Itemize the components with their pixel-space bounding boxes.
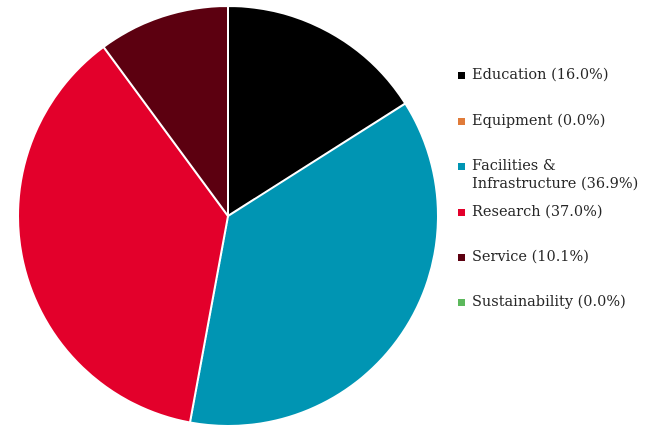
legend-swatch-education xyxy=(458,72,465,79)
legend-swatch-research xyxy=(458,209,465,216)
pie-slice-research xyxy=(17,45,229,424)
legend-item-equipment: Equipment (0.0%) xyxy=(458,112,662,130)
legend-swatch-facilities-infrastructure xyxy=(458,163,465,170)
legend-item-service: Service (10.1%) xyxy=(458,248,662,266)
legend-label-research: Research (37.0%) xyxy=(472,204,603,220)
pie-slice-service xyxy=(102,5,229,217)
legend-swatch-equipment xyxy=(458,118,465,125)
legend-swatch-service xyxy=(458,254,465,261)
legend-label-facilities-infrastructure: Facilities & Infrastructure (36.9%) xyxy=(472,158,639,192)
legend-swatch-sustainability xyxy=(458,299,465,306)
legend-label-education: Education (16.0%) xyxy=(472,67,609,83)
legend-item-education: Education (16.0%) xyxy=(458,66,662,84)
legend-label-equipment: Equipment (0.0%) xyxy=(472,113,606,129)
legend-label-sustainability: Sustainability (0.0%) xyxy=(472,294,626,310)
legend-item-sustainability: Sustainability (0.0%) xyxy=(458,293,662,311)
legend-item-research: Research (37.0%) xyxy=(458,203,662,221)
pie-slice-facilities-infrastructure xyxy=(188,102,439,427)
pie-slice-education xyxy=(227,5,407,217)
legend-label-service: Service (10.1%) xyxy=(472,249,589,265)
legend-item-facilities-infrastructure: Facilities & Infrastructure (36.9%) xyxy=(458,157,662,193)
